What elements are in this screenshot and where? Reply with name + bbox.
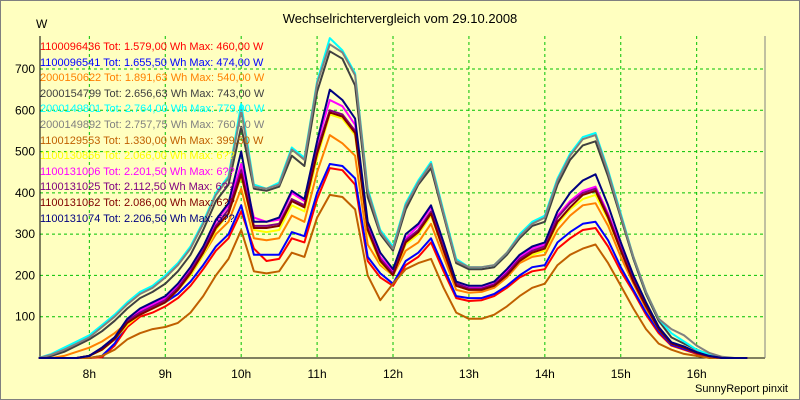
footer-credit: SunnyReport pinxit [695, 383, 788, 395]
x-tick-label: 12h [383, 367, 403, 381]
x-tick-label: 10h [231, 367, 251, 381]
y-tick-label: 400 [15, 186, 35, 200]
x-tick-label: 16h [687, 367, 707, 381]
legend-item-1100131074: 1100131074 Tot: 2.206,50 Wh Max: 6?? [40, 212, 235, 225]
series-line-1100131062 [38, 111, 748, 359]
legend-item-1100131006: 1100131006 Tot: 2.201,50 Wh Max: 6?? [40, 165, 235, 178]
series-line-2000149892 [38, 43, 748, 359]
x-tick-label: 14h [535, 367, 555, 381]
legend-item-1100129553: 1100129553 Tot: 1.330,00 Wh Max: 399,50 … [40, 134, 264, 147]
x-tick-label: 8h [83, 367, 96, 381]
y-tick-label: 100 [15, 310, 35, 324]
x-tick-label: 11h [308, 367, 327, 381]
legend-item-2000149801: 2000149801 Tot: 2.764,00 Wh Max: 779,00 … [40, 103, 265, 116]
legend-item-2000149892: 2000149892 Tot: 2.757,75 Wh Max: 760,00 … [40, 119, 265, 131]
series-line-1100131074 [38, 88, 748, 359]
legend-item-1100096436: 1100096436 Tot: 1.579,00 Wh Max: 460,00 … [40, 41, 264, 53]
legend-item-2000150622: 2000150622 Tot: 1.891,63 Wh Max: 540,00 … [40, 72, 265, 85]
legend-item-1100130866: 1100130866 Tot: 2.066,00 Wh Max: 6?? [40, 150, 235, 163]
legend-item-1100131025: 1100131025 Tot: 2.112,50 Wh Max: 6?? [40, 181, 234, 194]
legend-item-1100131062: 1100131062 Tot: 2.086,00 Wh Max: 6?? [40, 197, 235, 209]
x-tick-label: 13h [459, 367, 479, 381]
y-tick-label: 300 [15, 227, 35, 241]
y-axis-unit: W [36, 17, 48, 31]
series-line-1100129553 [38, 193, 748, 359]
y-tick-label: 200 [15, 268, 35, 282]
y-tick-label: 500 [15, 145, 35, 159]
series-line-1100096436 [38, 167, 748, 359]
x-tick-label: 15h [611, 367, 631, 381]
legend-item-2000154799: 2000154799 Tot: 2.656,63 Wh Max: 743,00 … [40, 87, 265, 100]
y-tick-label: 600 [15, 103, 35, 117]
y-tick-label: 700 [15, 62, 35, 76]
legend-item-1100096541: 1100096541 Tot: 1.655,50 Wh Max: 474,00 … [40, 56, 264, 69]
chart-title: Wechselrichtervergleich vom 29.10.2008 [282, 11, 518, 26]
x-tick-label: 9h [159, 367, 172, 381]
